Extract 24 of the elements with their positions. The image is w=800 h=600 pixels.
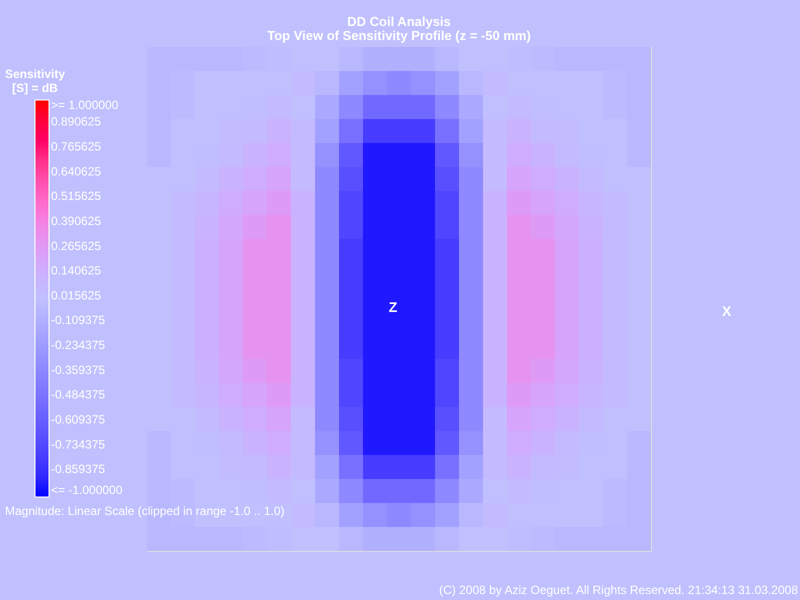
- color-bar-label: 0.515625: [51, 189, 102, 204]
- color-bar-title: Sensitivity [S] = dB: [4, 67, 66, 95]
- color-bar-label: -0.609375: [51, 412, 106, 426]
- color-bar-label: 0.640625: [51, 164, 102, 178]
- color-bar-label: 0.015625: [51, 288, 102, 302]
- color-bar-label: 0.265625: [51, 238, 102, 253]
- color-bar-label: -0.859375: [51, 462, 106, 476]
- color-bar-label: -0.234375: [51, 338, 106, 352]
- color-bar-label: -0.484375: [51, 388, 106, 402]
- annotation: Z: [388, 299, 398, 315]
- color-bar-label: -0.734375: [51, 437, 106, 452]
- chart-title: DD Coil Analysis: [347, 14, 451, 29]
- color-bar-label: 0.765625: [51, 140, 102, 154]
- color-bar-label: >= 1.000000: [51, 98, 119, 112]
- color-bar-label: 0.390625: [51, 214, 102, 228]
- chart-subtitle: Top View of Sensitivity Profile (z = -50 mm): [267, 28, 531, 43]
- annotation: Magnitude: Linear Scale (clipped in range -1.0 .. 1.0): [5, 504, 284, 518]
- color-bar-label: -0.109375: [51, 313, 106, 328]
- text: (C) 2008 by Aziz Oeguet. All Rights Reserved. 21:34:13 31.03.2008: [439, 583, 798, 597]
- text: X: [722, 303, 732, 319]
- color-bar-label: <= -1.000000: [51, 483, 123, 497]
- color-bar-label: 0.140625: [51, 264, 102, 278]
- color-bar-label: -0.359375: [51, 362, 106, 377]
- color-bar-label: 0.890625: [51, 114, 102, 129]
